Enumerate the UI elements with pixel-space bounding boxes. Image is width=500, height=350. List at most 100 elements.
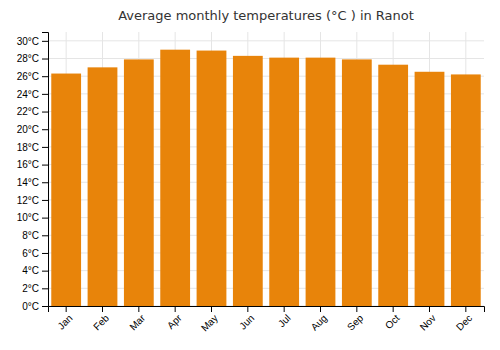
tick-mark [42,94,48,95]
tick: 2°C [22,283,48,294]
tick-label: 6°C [22,248,39,259]
tick-mark [42,235,48,236]
bar [160,50,190,306]
tick: 6°C [22,248,48,259]
bar [124,59,154,306]
bar [233,56,263,306]
tick-label: 20°C [17,124,39,135]
tick-label: 12°C [17,195,39,206]
tick-label: 22°C [17,106,39,117]
tick: Jul [276,306,293,329]
tick-label: Apr [165,312,184,331]
tick: 20°C [17,124,48,135]
tick-mark [42,288,48,289]
tick-mark [42,59,48,60]
bar [269,58,299,306]
tick-label: 2°C [22,283,39,294]
tick-mark [138,306,139,312]
tick: 4°C [22,265,48,276]
tick-mark [42,41,48,42]
tick-label: 18°C [17,142,39,153]
tick-label: Aug [309,312,329,332]
tick-label: Mar [127,312,147,332]
tick: Aug [309,306,329,333]
tick: May [199,306,220,334]
bar [88,67,118,306]
tick-label: May [199,312,220,333]
axis-line [42,33,49,307]
tick-mark [465,306,466,312]
tick-mark [42,218,48,219]
tick-mark [102,306,103,312]
plot: 0°C 2°C 4°C 6°C 8°C 10°C 12°C 14°C 16°C 18°C 20°C 2… [17,32,485,334]
tick-mark [66,306,67,312]
tick-mark [247,306,248,312]
tick-mark [42,147,48,148]
tick: Nov [418,306,438,333]
tick-label: Dec [454,312,474,332]
tick-mark [211,306,212,312]
bar [342,59,372,306]
tick: 30°C [17,36,48,47]
tick: 24°C [17,89,48,100]
tick-mark [42,112,48,113]
tick-mark [356,306,357,312]
tick-label: 8°C [22,230,39,241]
bar [451,74,481,306]
tick-label: 14°C [17,177,39,188]
tick-label: 4°C [22,265,39,276]
tick-label: 26°C [17,71,39,82]
tick-label: Feb [91,312,111,332]
bars [51,50,480,306]
tick-label: Jun [237,312,256,331]
chart: 0°C 2°C 4°C 6°C 8°C 10°C 12°C 14°C 16°C 18°C 20°C 2… [0,0,500,350]
tick-mark [42,200,48,201]
tick-label: Jan [55,312,74,331]
tick: 0°C [22,301,48,312]
tick-mark [320,306,321,312]
bar [306,58,336,306]
tick: Jun [237,306,256,332]
tick-mark [393,306,394,312]
tick-mark [42,129,48,130]
tick: 14°C [17,177,48,188]
tick-label: Oct [383,312,402,331]
tick: Feb [91,306,111,332]
tick-label: Nov [418,312,438,332]
grid-line [48,40,484,41]
tick: 22°C [17,106,48,117]
grid [48,32,484,306]
tick-label: Jul [276,312,293,329]
tick-mark [42,182,48,183]
tick-mark [429,306,430,312]
tick: Jan [55,306,74,332]
tick-mark [42,253,48,254]
tick-label: Sep [345,312,366,333]
bar [415,72,445,306]
tick-label: 0°C [22,301,39,312]
x-axis: Jan Feb Mar Apr May Jun Jul Aug Sep Oct Nov Dec [49,306,485,334]
tick: 26°C [17,71,48,82]
bar [378,65,408,306]
tick-label: 28°C [17,53,39,64]
tick: Oct [383,306,402,331]
tick-mark [42,76,48,77]
tick: 8°C [22,230,48,241]
tick-label: 10°C [17,212,39,223]
tick: Mar [127,306,147,332]
tick: Apr [165,306,184,331]
tick: 18°C [17,142,48,153]
grid-line [48,58,484,59]
tick-mark [42,306,48,307]
axis-line [49,307,485,313]
tick: Dec [454,306,474,333]
tick-label: 30°C [17,36,39,47]
tick: 10°C [17,212,48,223]
tick-label: 16°C [17,159,39,170]
tick-mark [284,306,285,312]
tick-mark [42,165,48,166]
title: Average monthly temperatures (°C ) in Ra… [118,8,414,23]
tick: 12°C [17,195,48,206]
y-axis: 0°C 2°C 4°C 6°C 8°C 10°C 12°C 14°C 16°C 18°C 20°C 2… [17,33,49,312]
tick-label: 24°C [17,89,39,100]
